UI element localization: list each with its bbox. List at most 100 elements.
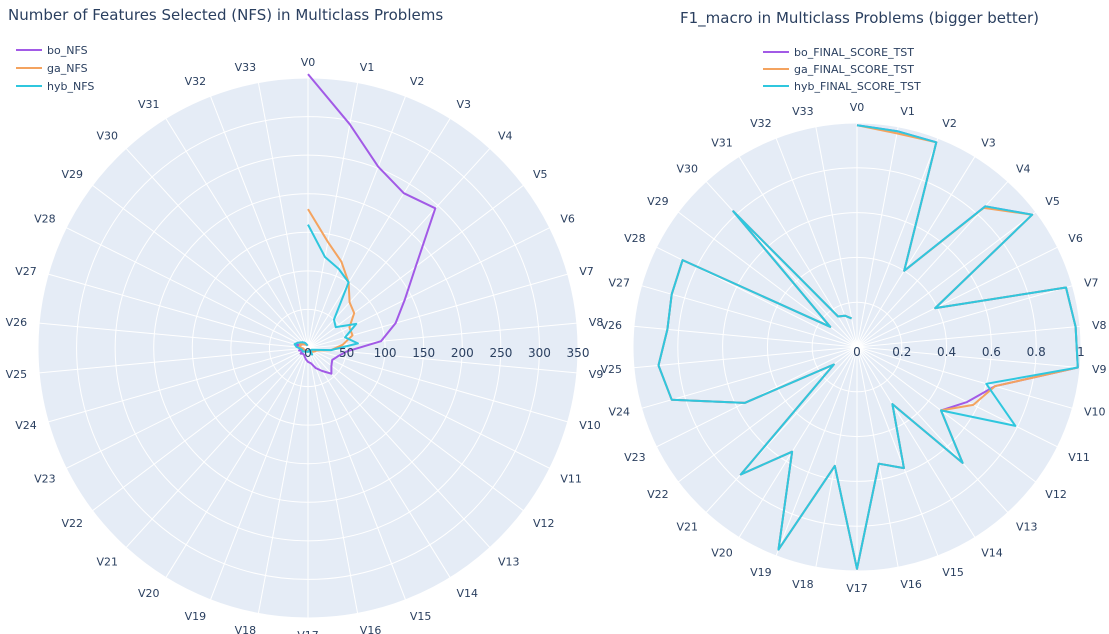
f1-grid-spoke <box>856 246 1058 348</box>
f1-angular-tick-label: V27 <box>608 276 630 289</box>
f1-grid-spoke <box>633 346 858 369</box>
nfs-angular-tick-label: V17 <box>297 629 319 634</box>
legend-label-ga-score: ga_FINAL_SCORE_TST <box>794 63 914 76</box>
f1-grid-spoke <box>677 346 858 483</box>
f1-angular-ticks: V0 V1 V2 V3 V4 V5 V6 V7 V8 V9 V10 V11 V12 V13 V14 V15 V1… <box>600 101 1106 595</box>
nfs-angular-tick-label: V32 <box>185 75 207 88</box>
f1-angular-tick-label: V2 <box>942 117 957 130</box>
nfs-angular-tick-label: V14 <box>457 587 479 600</box>
legend-item-hyb-nfs[interactable]: hyb_NFS <box>16 80 94 93</box>
nfs-grid-spoke <box>66 347 309 469</box>
nfs-grid-spoke <box>307 347 577 374</box>
nfs-grid-spoke <box>165 118 309 349</box>
nfs-legend[interactable]: bo_NFS ga_NFS hyb_NFS <box>16 44 94 93</box>
nfs-angular-tick-label: V24 <box>15 419 37 432</box>
f1-angular-tick-label: V12 <box>1045 488 1067 501</box>
f1-radial-tick-label: 0.6 <box>982 345 1001 359</box>
f1-angular-tick-label: V18 <box>792 578 814 591</box>
f1-legend[interactable]: bo_FINAL_SCORE_TST ga_FINAL_SCORE_TST hy… <box>763 46 921 93</box>
f1-angular-tick-label: V1 <box>900 105 915 118</box>
f1-grid-spoke <box>705 346 858 513</box>
nfs-grid-spoke <box>307 82 359 349</box>
f1-angular-tick-label: V28 <box>624 232 646 245</box>
nfs-radial-tick-label: 350 <box>567 346 590 360</box>
nfs-grid-spoke <box>307 347 550 469</box>
nfs-angular-tick-label: V5 <box>533 168 548 181</box>
f1-angular-tick-label: V7 <box>1084 276 1099 289</box>
f1-grid-spoke <box>856 211 1037 348</box>
nfs-series-hyb-line[interactable] <box>293 224 359 356</box>
f1-radial-tick-label: 0 <box>853 345 861 359</box>
nfs-radial-tick-label: 150 <box>412 346 435 360</box>
nfs-angular-tick-label: V4 <box>498 130 513 143</box>
nfs-radial-tick-label: 200 <box>451 346 474 360</box>
f1-angular-tick-label: V6 <box>1068 232 1083 245</box>
f1-grid-spoke <box>775 137 858 348</box>
f1-grid-spoke <box>738 346 858 538</box>
nfs-polar-grid <box>37 77 579 619</box>
nfs-grid-spoke <box>307 227 550 349</box>
legend-item-bo-score[interactable]: bo_FINAL_SCORE_TST <box>763 46 914 59</box>
f1-angular-tick-label: V33 <box>792 105 814 118</box>
nfs-grid-spoke <box>209 347 309 600</box>
nfs-radar-chart: Number of Features Selected (NFS) in Mul… <box>6 6 604 634</box>
nfs-radial-tick-label: 50 <box>339 346 354 360</box>
nfs-grid-spoke <box>92 184 309 349</box>
f1-angular-tick-label: V3 <box>981 136 996 149</box>
f1-angular-tick-label: V13 <box>1016 520 1038 533</box>
legend-label-hyb-nfs: hyb_NFS <box>47 80 94 93</box>
f1-grid-spoke <box>815 346 858 568</box>
f1-grid-spoke <box>856 126 899 348</box>
nfs-grid-spoke <box>48 273 309 349</box>
nfs-angular-tick-label: V28 <box>34 212 56 225</box>
f1-grid-spoke <box>856 346 976 538</box>
nfs-angular-tick-label: V12 <box>533 517 555 530</box>
f1-angular-tick-label: V26 <box>600 319 622 332</box>
nfs-angular-tick-label: V29 <box>61 168 83 181</box>
legend-item-ga-nfs[interactable]: ga_NFS <box>16 62 88 75</box>
nfs-angular-tick-label: V18 <box>235 624 257 634</box>
legend-label-bo-nfs: bo_NFS <box>47 44 88 57</box>
nfs-grid-spoke <box>307 96 407 349</box>
legend-item-ga-score[interactable]: ga_FINAL_SCORE_TST <box>763 63 914 76</box>
nfs-radial-tick-label: 250 <box>489 346 512 360</box>
f1-series-hyb-line[interactable] <box>657 124 1079 570</box>
f1-radial-tick-label: 0.2 <box>892 345 911 359</box>
f1-angular-tick-label: V4 <box>1016 163 1031 176</box>
nfs-angular-tick-label: V0 <box>301 56 316 69</box>
nfs-angular-tick-label: V7 <box>579 265 594 278</box>
nfs-grid-spoke <box>257 82 309 349</box>
f1-angular-tick-label: V22 <box>647 488 669 501</box>
legend-item-hyb-score[interactable]: hyb_FINAL_SCORE_TST <box>763 80 921 93</box>
f1-angular-tick-label: V29 <box>647 195 669 208</box>
f1-grid-spoke <box>856 346 1073 409</box>
f1-grid-spoke <box>815 126 858 348</box>
nfs-grid-spoke <box>48 347 309 423</box>
nfs-angular-ticks: V0 V1 V2 V3 V4 V5 V6 V7 V8 V9 V10 V11 V12 V13 V14 V15 V1… <box>6 56 604 634</box>
f1-angular-tick-label: V30 <box>676 163 698 176</box>
nfs-angular-tick-label: V9 <box>589 368 604 381</box>
f1-grid-spoke <box>856 346 1081 369</box>
f1-radial-tick-label: 0.8 <box>1027 345 1046 359</box>
nfs-angular-tick-label: V33 <box>235 61 257 74</box>
nfs-angular-tick-label: V2 <box>410 75 425 88</box>
nfs-grid-spoke <box>307 118 451 349</box>
nfs-grid-spoke <box>307 347 568 423</box>
nfs-angular-tick-label: V22 <box>61 517 83 530</box>
f1-grid-spoke <box>705 181 858 348</box>
nfs-angular-tick-label: V11 <box>560 473 582 486</box>
nfs-angular-tick-label: V20 <box>138 587 160 600</box>
f1-grid-spoke <box>641 285 858 348</box>
f1-grid-spoke <box>856 346 899 568</box>
f1-grid-spoke <box>775 346 858 557</box>
nfs-grid-spoke <box>39 347 309 374</box>
nfs-angular-tick-label: V30 <box>96 130 118 143</box>
nfs-angular-tick-label: V10 <box>579 419 601 432</box>
f1-grid-spoke <box>856 346 1058 448</box>
nfs-grid-spoke <box>39 322 309 349</box>
legend-item-bo-nfs[interactable]: bo_NFS <box>16 44 88 57</box>
nfs-grid-spoke <box>307 347 451 578</box>
f1-angular-tick-label: V23 <box>624 451 646 464</box>
f1-angular-tick-label: V16 <box>900 578 922 591</box>
nfs-angular-tick-label: V16 <box>360 624 382 634</box>
